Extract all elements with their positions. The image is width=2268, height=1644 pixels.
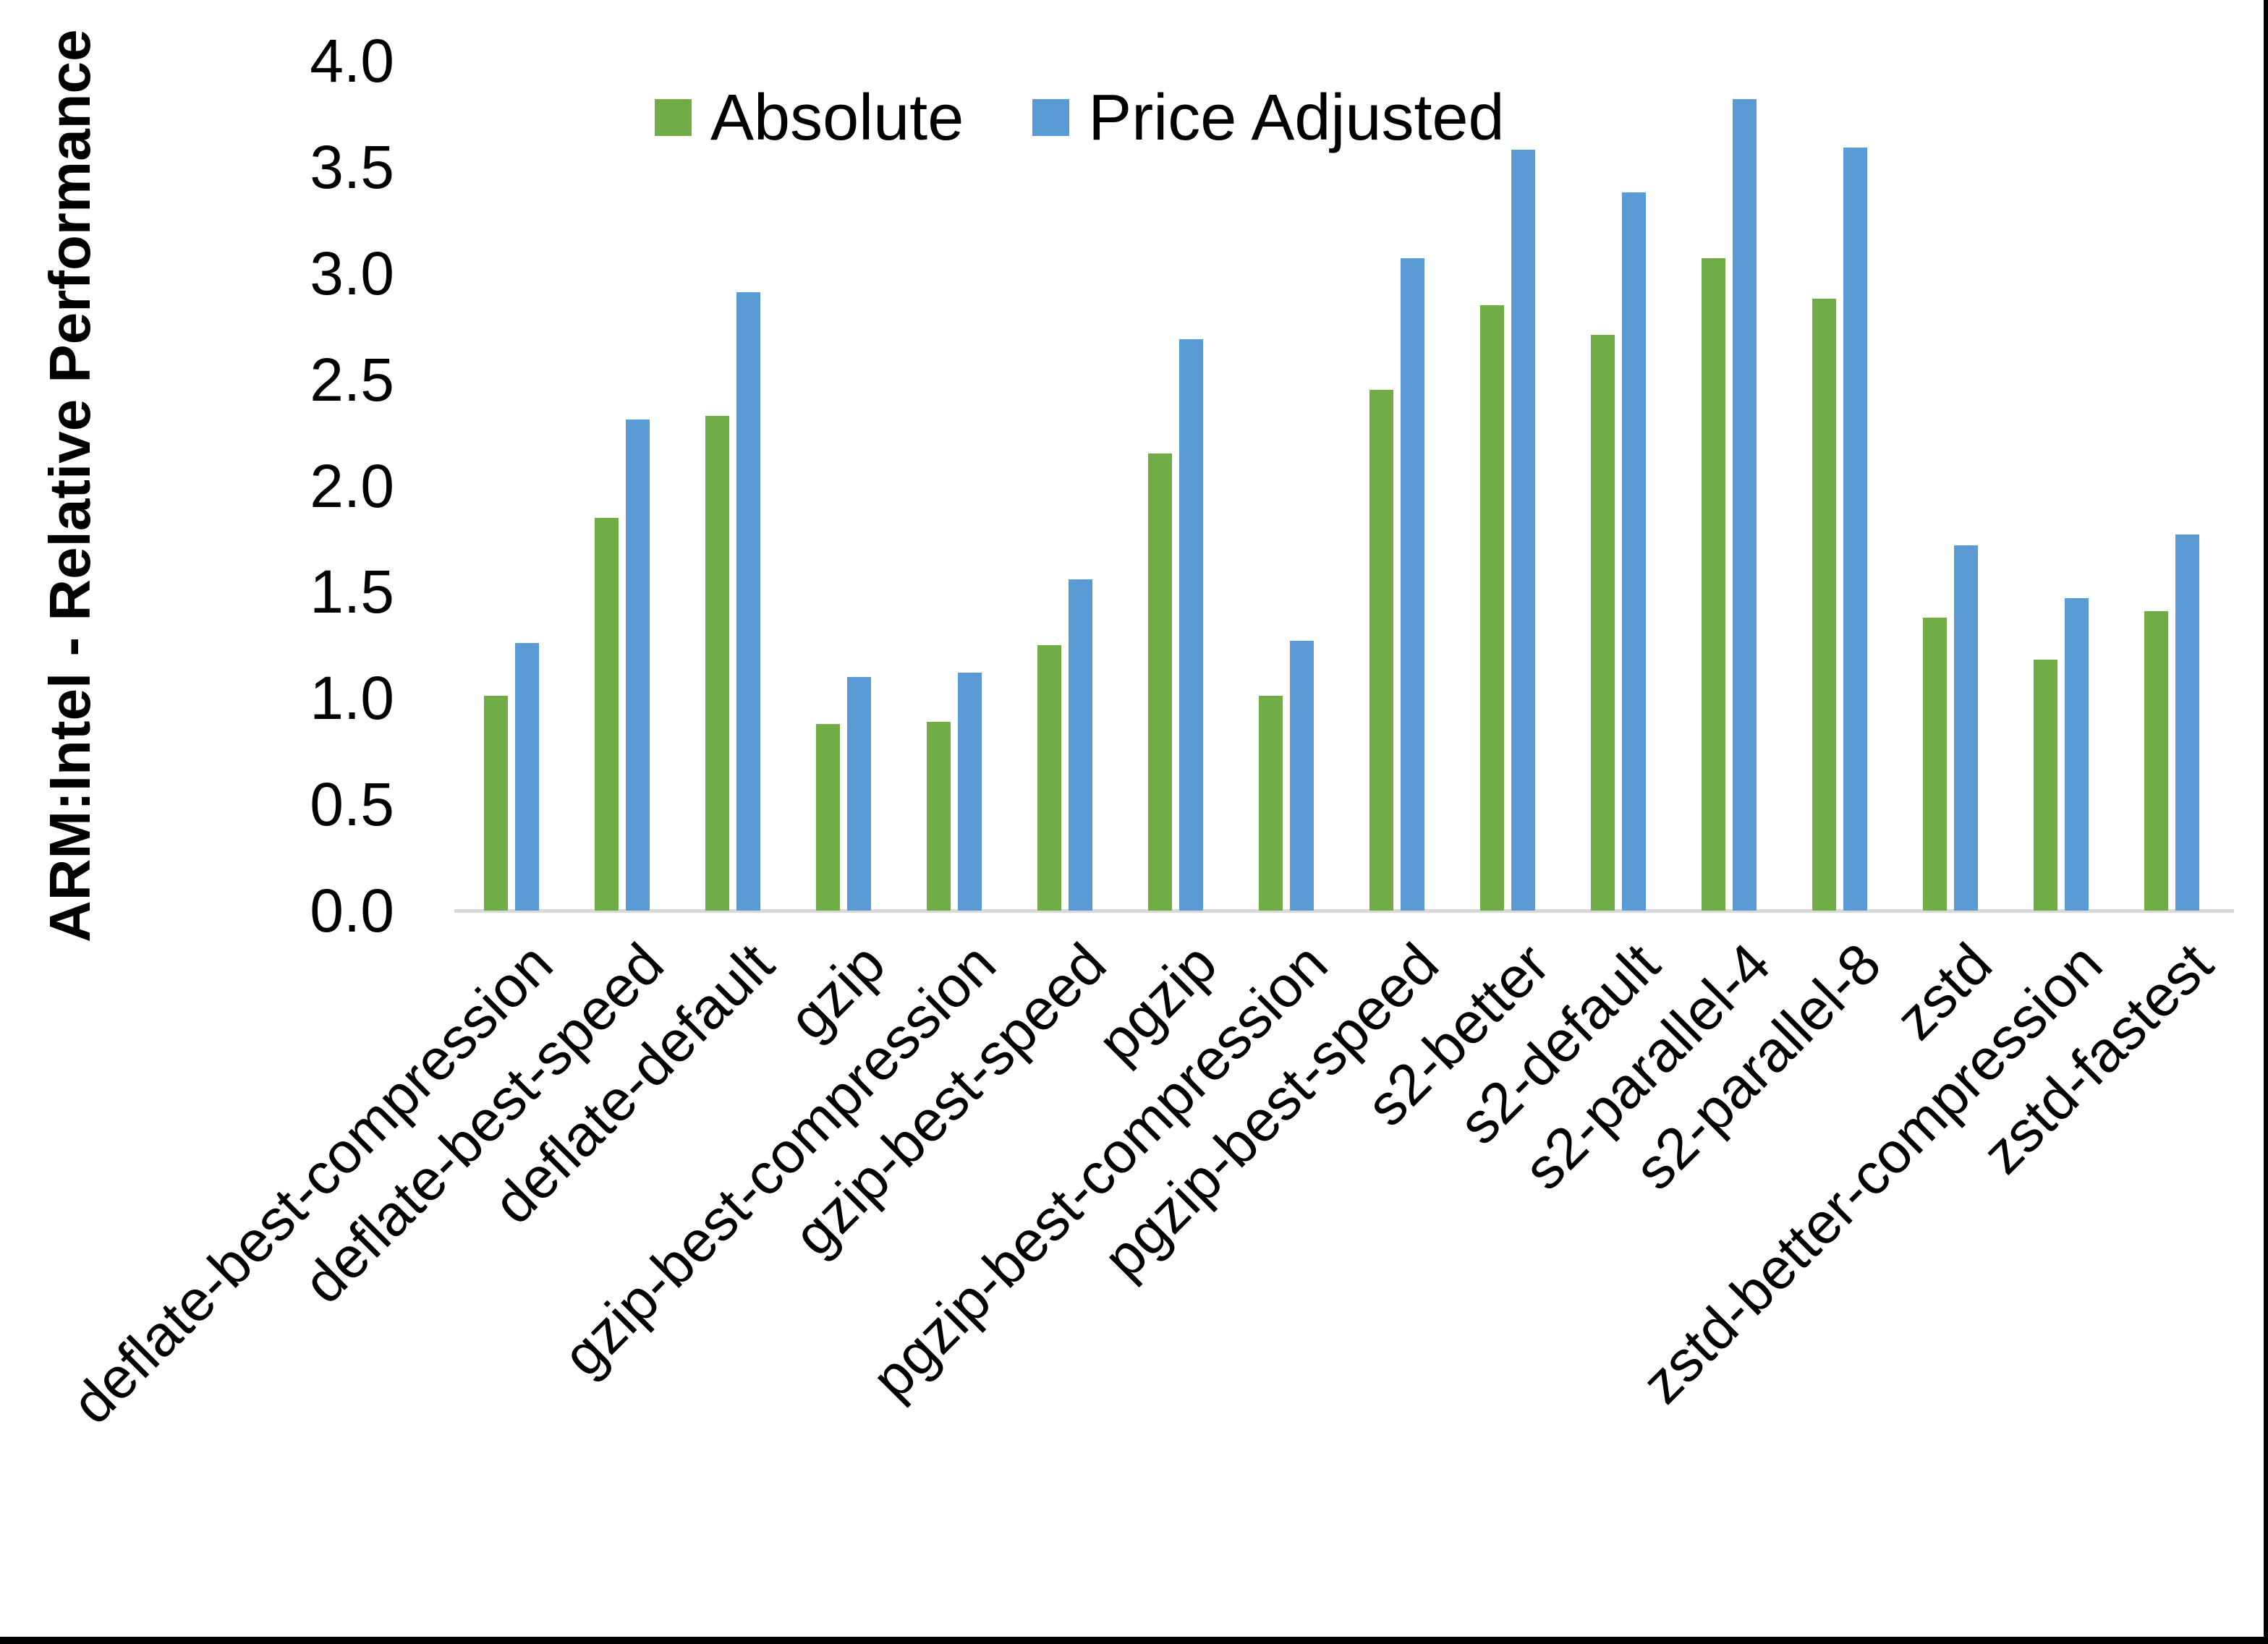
bar-price-adjusted-zstd-fastest bbox=[2175, 534, 2199, 911]
y-tick-label: 1.0 bbox=[310, 664, 394, 733]
bar-group-zstd-fastest bbox=[2116, 61, 2227, 911]
y-tick-label: 3.0 bbox=[310, 239, 394, 307]
bar-absolute-s2-parallel-8 bbox=[1812, 299, 1836, 911]
bar-group-deflate-default bbox=[677, 61, 788, 911]
bar-group-gzip bbox=[788, 61, 899, 911]
bar-group-s2-better bbox=[1452, 61, 1563, 911]
bar-price-adjusted-gzip bbox=[846, 676, 871, 911]
y-tick-label: 2.5 bbox=[310, 345, 394, 414]
bar-price-adjusted-zstd-better-compression bbox=[2064, 598, 2089, 911]
bar-absolute-pgzip-best-speed bbox=[1369, 390, 1393, 911]
bar-absolute-gzip-best-compression bbox=[926, 721, 951, 911]
bar-price-adjusted-deflate-best-compression bbox=[514, 642, 539, 911]
bar-price-adjusted-gzip-best-compression bbox=[957, 673, 982, 911]
bar-absolute-zstd-fastest bbox=[2144, 610, 2168, 911]
bar-price-adjusted-s2-default bbox=[1621, 192, 1646, 911]
y-tick-label: 3.5 bbox=[310, 132, 394, 201]
legend: Absolute Price Adjusted bbox=[655, 80, 1505, 156]
bar-absolute-gzip-best-speed bbox=[1037, 644, 1061, 911]
bar-price-adjusted-zstd bbox=[1953, 545, 1978, 911]
bar-group-gzip-best-speed bbox=[1009, 61, 1120, 911]
bar-group-s2-default bbox=[1563, 61, 1673, 911]
x-axis-line bbox=[454, 909, 2234, 913]
bar-group-pgzip bbox=[1120, 61, 1231, 911]
bar-absolute-deflate-best-speed bbox=[594, 517, 619, 911]
bar-price-adjusted-s2-parallel-4 bbox=[1732, 98, 1757, 911]
bar-group-s2-parallel-8 bbox=[1784, 61, 1895, 911]
legend-label: Price Adjusted bbox=[1088, 81, 1505, 154]
bar-group-gzip-best-compression bbox=[899, 61, 1009, 911]
bar-price-adjusted-pgzip-best-speed bbox=[1400, 258, 1424, 911]
y-axis-title: ARM:Intel - Relative Performance bbox=[38, 29, 102, 942]
bar-group-pgzip-best-speed bbox=[1341, 61, 1452, 911]
bar-group-deflate-best-speed bbox=[566, 61, 677, 911]
bar-group-deflate-best-compression bbox=[456, 61, 566, 911]
bar-group-pgzip-best-compression bbox=[1231, 61, 1341, 911]
legend-label: Absolute bbox=[710, 81, 964, 154]
legend-swatch-icon bbox=[655, 99, 692, 136]
y-tick-label: 4.0 bbox=[310, 27, 394, 95]
bar-absolute-zstd bbox=[1922, 617, 1947, 911]
legend-item-price-adjusted: Price Adjusted bbox=[1032, 81, 1505, 154]
bar-absolute-pgzip bbox=[1147, 453, 1172, 911]
legend-swatch-icon bbox=[1032, 99, 1070, 136]
bar-absolute-pgzip-best-compression bbox=[1258, 696, 1283, 911]
bar-absolute-s2-better bbox=[1479, 304, 1504, 911]
bar-price-adjusted-s2-better bbox=[1511, 150, 1535, 911]
bar-absolute-deflate-default bbox=[705, 415, 729, 911]
bar-absolute-s2-parallel-4 bbox=[1701, 258, 1725, 911]
bar-group-s2-parallel-4 bbox=[1673, 61, 1784, 911]
y-tick-label: 0.5 bbox=[310, 770, 394, 839]
bar-price-adjusted-pgzip bbox=[1178, 338, 1203, 911]
bar-group-zstd bbox=[1895, 61, 2005, 911]
legend-item-absolute: Absolute bbox=[655, 85, 964, 150]
bar-group-zstd-better-compression bbox=[2005, 61, 2116, 911]
bar-absolute-zstd-better-compression bbox=[2033, 660, 2057, 911]
bar-absolute-deflate-best-compression bbox=[483, 696, 508, 911]
y-tick-label: 2.0 bbox=[310, 451, 394, 520]
bar-price-adjusted-s2-parallel-8 bbox=[1843, 148, 1867, 911]
bar-price-adjusted-deflate-best-speed bbox=[625, 419, 650, 911]
y-tick-label: 1.5 bbox=[310, 558, 394, 626]
bar-price-adjusted-pgzip-best-compression bbox=[1289, 640, 1314, 911]
y-tick-label: 0.0 bbox=[310, 877, 394, 945]
bar-absolute-s2-default bbox=[1590, 334, 1615, 911]
bar-price-adjusted-deflate-default bbox=[736, 292, 760, 911]
bar-price-adjusted-gzip-best-speed bbox=[1068, 579, 1092, 911]
bar-absolute-gzip bbox=[815, 723, 840, 911]
plot-area bbox=[456, 61, 2227, 911]
